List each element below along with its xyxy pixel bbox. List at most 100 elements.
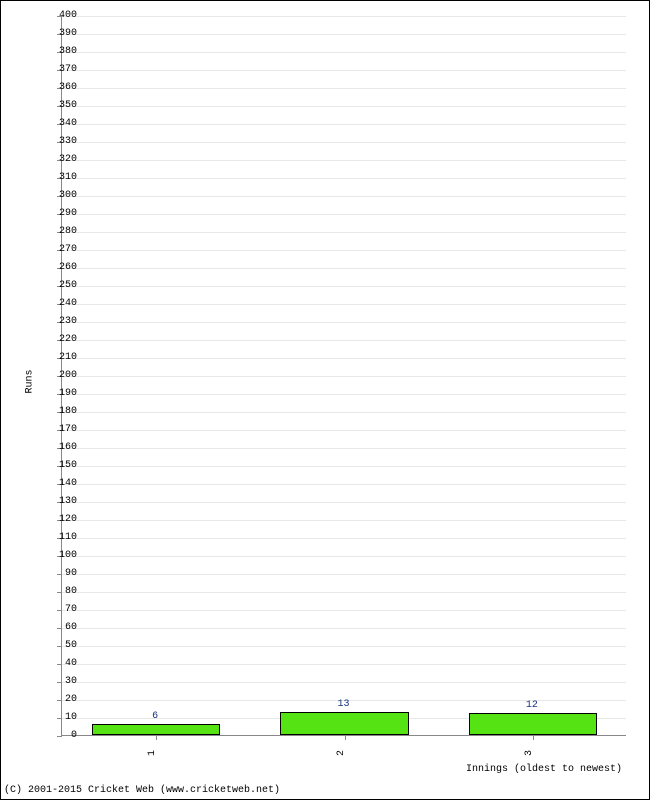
grid-line: [62, 34, 626, 35]
y-tick: [57, 628, 62, 629]
y-tick: [57, 700, 62, 701]
x-tick-label: 2: [337, 750, 347, 756]
y-tick-label: 100: [59, 551, 77, 561]
y-tick-label: 240: [59, 299, 77, 309]
grid-line: [62, 556, 626, 557]
grid-line: [62, 178, 626, 179]
grid-line: [62, 502, 626, 503]
grid-line: [62, 664, 626, 665]
grid-line: [62, 592, 626, 593]
y-tick-label: 70: [65, 605, 77, 615]
grid-line: [62, 412, 626, 413]
y-tick-label: 380: [59, 47, 77, 57]
grid-line: [62, 340, 626, 341]
y-tick-label: 310: [59, 173, 77, 183]
grid-line: [62, 160, 626, 161]
y-tick-label: 20: [65, 695, 77, 705]
grid-line: [62, 214, 626, 215]
x-tick: [156, 735, 157, 740]
grid-line: [62, 322, 626, 323]
y-tick: [57, 718, 62, 719]
bar-value-label: 13: [337, 699, 349, 710]
y-tick-label: 340: [59, 119, 77, 129]
grid-line: [62, 448, 626, 449]
footer-copyright: (C) 2001-2015 Cricket Web (www.cricketwe…: [4, 785, 280, 796]
y-tick: [57, 736, 62, 737]
grid-line: [62, 520, 626, 521]
grid-line: [62, 88, 626, 89]
bar-value-label: 6: [152, 711, 158, 722]
grid-line: [62, 142, 626, 143]
y-tick-label: 50: [65, 641, 77, 651]
y-tick-label: 350: [59, 101, 77, 111]
y-tick-label: 180: [59, 407, 77, 417]
y-tick-label: 40: [65, 659, 77, 669]
grid-line: [62, 610, 626, 611]
x-tick: [345, 735, 346, 740]
y-tick-label: 360: [59, 83, 77, 93]
x-axis-title: Innings (oldest to newest): [466, 764, 622, 775]
y-tick-label: 220: [59, 335, 77, 345]
y-tick-label: 370: [59, 65, 77, 75]
bar-value-label: 12: [526, 700, 538, 711]
grid-line: [62, 286, 626, 287]
chart-frame: Runs Innings (oldest to newest) (C) 2001…: [0, 0, 650, 800]
y-axis-title: Runs: [25, 369, 36, 393]
grid-line: [62, 124, 626, 125]
y-tick-label: 10: [65, 713, 77, 723]
y-tick-label: 300: [59, 191, 77, 201]
y-tick-label: 230: [59, 317, 77, 327]
y-tick-label: 60: [65, 623, 77, 633]
grid-line: [62, 358, 626, 359]
grid-line: [62, 376, 626, 377]
grid-line: [62, 538, 626, 539]
bar: [469, 713, 597, 735]
y-tick: [57, 646, 62, 647]
grid-line: [62, 304, 626, 305]
y-tick: [57, 664, 62, 665]
grid-line: [62, 232, 626, 233]
y-tick-label: 250: [59, 281, 77, 291]
grid-line: [62, 646, 626, 647]
grid-line: [62, 268, 626, 269]
plot-area: [61, 16, 626, 736]
grid-line: [62, 682, 626, 683]
y-tick: [57, 610, 62, 611]
grid-line: [62, 16, 626, 17]
grid-line: [62, 484, 626, 485]
grid-line: [62, 196, 626, 197]
y-tick-label: 260: [59, 263, 77, 273]
y-tick-label: 140: [59, 479, 77, 489]
grid-line: [62, 250, 626, 251]
y-tick-label: 280: [59, 227, 77, 237]
y-tick-label: 120: [59, 515, 77, 525]
y-tick-label: 150: [59, 461, 77, 471]
y-tick-label: 270: [59, 245, 77, 255]
y-tick-label: 90: [65, 569, 77, 579]
bar: [92, 724, 220, 735]
grid-line: [62, 628, 626, 629]
y-tick-label: 160: [59, 443, 77, 453]
y-tick-label: 330: [59, 137, 77, 147]
grid-line: [62, 52, 626, 53]
bar: [280, 712, 408, 735]
y-tick-label: 390: [59, 29, 77, 39]
y-tick-label: 130: [59, 497, 77, 507]
y-tick: [57, 682, 62, 683]
y-tick-label: 110: [59, 533, 77, 543]
grid-line: [62, 70, 626, 71]
x-tick-label: 1: [148, 750, 158, 756]
y-tick-label: 170: [59, 425, 77, 435]
grid-line: [62, 106, 626, 107]
y-tick-label: 0: [71, 731, 77, 741]
grid-line: [62, 394, 626, 395]
y-tick: [57, 592, 62, 593]
y-tick-label: 210: [59, 353, 77, 363]
x-tick: [533, 735, 534, 740]
y-tick-label: 200: [59, 371, 77, 381]
y-tick-label: 400: [59, 11, 77, 21]
grid-line: [62, 430, 626, 431]
y-tick-label: 30: [65, 677, 77, 687]
y-tick-label: 80: [65, 587, 77, 597]
y-tick-label: 320: [59, 155, 77, 165]
